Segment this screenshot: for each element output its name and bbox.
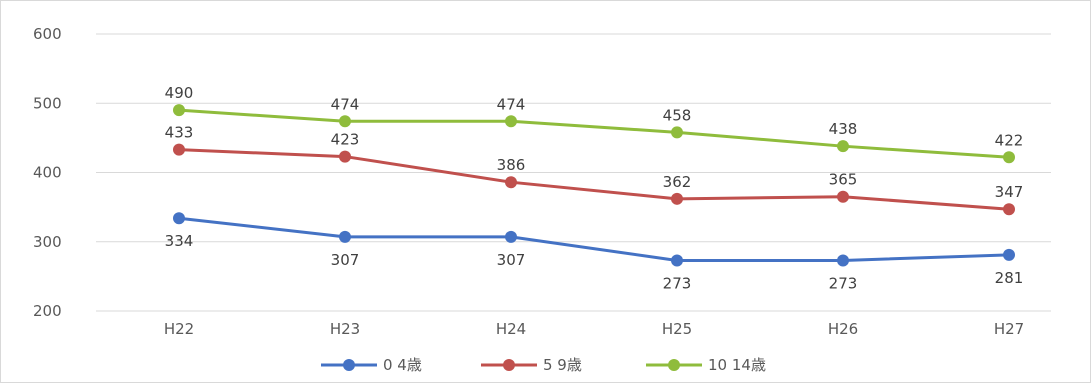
gridlines — [96, 33, 1051, 312]
y-tick-label: 200 — [33, 302, 62, 320]
legend: 0 4歳 5 9歳 10 14歳 — [321, 356, 766, 374]
data-point — [339, 115, 351, 128]
data-point — [339, 230, 351, 243]
data-label: 422 — [995, 131, 1024, 149]
data-point — [837, 140, 849, 153]
data-point — [505, 176, 517, 189]
data-label: 438 — [829, 120, 858, 138]
legend-item-1: 5 9歳 — [481, 356, 582, 374]
data-point — [837, 190, 849, 203]
data-label: 458 — [663, 106, 692, 124]
series-0: 334 307 307 273 273 281 — [165, 212, 1024, 292]
y-tick-label: 300 — [33, 233, 62, 251]
series-line — [178, 216, 1010, 262]
x-tick-label: H23 — [330, 320, 360, 338]
y-tick-label: 600 — [33, 25, 62, 43]
data-point — [339, 150, 351, 163]
legend-label: 0 4歳 — [383, 356, 422, 374]
data-label: 474 — [497, 95, 526, 113]
legend-marker — [503, 359, 515, 371]
legend-label: 5 9歳 — [543, 356, 582, 374]
legend-marker — [668, 359, 680, 371]
data-point — [173, 212, 185, 225]
x-tick-label: H22 — [164, 320, 194, 338]
data-label: 347 — [995, 183, 1024, 201]
data-point — [1003, 151, 1015, 164]
data-label: 365 — [829, 171, 858, 189]
legend-item-2: 10 14歳 — [646, 356, 766, 374]
data-point — [671, 192, 683, 205]
x-tick-label: H25 — [662, 320, 692, 338]
y-tick-label: 500 — [33, 94, 62, 112]
series-line — [178, 148, 1010, 211]
series-line — [178, 108, 1010, 159]
x-tick-label: H26 — [828, 320, 858, 338]
data-label: 474 — [331, 95, 360, 113]
data-point — [173, 104, 185, 117]
legend-label: 10 14歳 — [708, 356, 766, 374]
legend-marker — [343, 359, 355, 371]
data-label: 281 — [995, 269, 1024, 287]
data-point — [505, 115, 517, 128]
y-tick-label: 400 — [33, 164, 62, 182]
data-point — [1003, 248, 1015, 261]
data-label: 273 — [829, 274, 858, 292]
data-point — [173, 143, 185, 156]
data-label: 423 — [331, 131, 360, 149]
x-tick-label: H27 — [994, 320, 1024, 338]
data-label: 334 — [165, 232, 194, 250]
data-point — [671, 254, 683, 267]
series-2: 490 474 474 458 438 422 — [165, 84, 1024, 164]
legend-item-0: 0 4歳 — [321, 356, 422, 374]
data-label: 307 — [497, 251, 526, 269]
data-point — [1003, 203, 1015, 216]
data-label: 433 — [165, 124, 194, 142]
data-label: 273 — [663, 274, 692, 292]
x-tick-label: H24 — [496, 320, 526, 338]
data-point — [671, 126, 683, 139]
data-label: 386 — [497, 156, 526, 174]
x-axis-ticks: H22 H23 H24 H25 H26 H27 — [164, 320, 1024, 338]
series-1: 433 423 386 362 365 347 — [165, 124, 1024, 216]
data-point — [505, 230, 517, 243]
data-label: 362 — [663, 173, 692, 191]
data-label: 307 — [331, 251, 360, 269]
data-point — [837, 254, 849, 267]
y-axis-ticks: 200 300 400 500 600 — [33, 25, 62, 320]
data-label: 490 — [165, 84, 194, 102]
